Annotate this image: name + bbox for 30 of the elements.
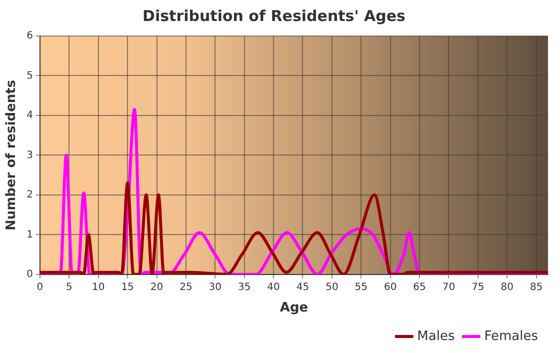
x-tick-label: 85 (530, 282, 543, 293)
y-tick-label: 1 (26, 229, 33, 240)
x-tick-label: 0 (36, 282, 44, 293)
y-tick-label: 5 (26, 70, 33, 82)
x-tick-label: 80 (500, 282, 514, 293)
x-tick-label: 55 (354, 282, 368, 293)
x-tick-label: 75 (472, 282, 484, 293)
y-tick-label: 2 (26, 190, 33, 201)
y-tick-label: 6 (26, 30, 33, 42)
x-tick-label: 35 (238, 282, 251, 293)
x-tick-label: 45 (296, 282, 310, 293)
y-tick-label: 0 (26, 268, 33, 280)
x-tick-label: 15 (121, 282, 134, 293)
x-tick-label: 5 (66, 282, 72, 293)
x-tick-label: 50 (326, 282, 338, 293)
x-tick-label: 30 (208, 282, 222, 293)
x-axis-title: Age (280, 300, 308, 316)
x-tick-label: 25 (180, 282, 192, 293)
legend-label: Males (417, 328, 455, 344)
chart-title: Distribution of Residents' Ages (142, 6, 406, 25)
x-tick-label: 70 (442, 282, 456, 293)
y-tick-label: 3 (26, 150, 33, 161)
legend-label: Females (484, 328, 538, 344)
x-tick-label: 65 (413, 282, 426, 293)
x-tick-label: 40 (267, 282, 280, 293)
x-tick-label: 60 (384, 282, 397, 293)
y-axis-title: Number of residents (4, 80, 20, 231)
x-tick-label: 10 (92, 282, 105, 293)
x-tick-label: 20 (150, 282, 164, 293)
y-tick-label: 4 (26, 110, 33, 122)
